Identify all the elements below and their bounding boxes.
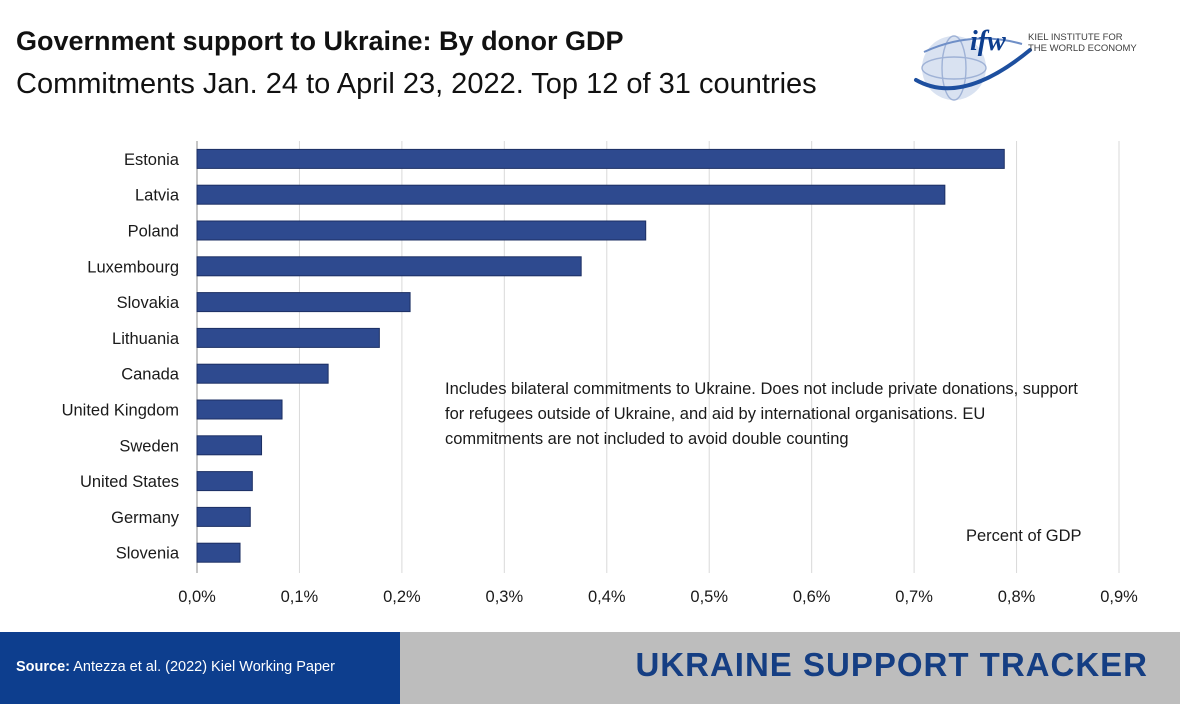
x-tick-label: 0,1% xyxy=(281,588,319,606)
x-tick-label: 0,9% xyxy=(1100,588,1138,606)
x-tick-label: 0,6% xyxy=(793,588,831,606)
bar xyxy=(196,292,411,313)
bars xyxy=(196,148,1005,563)
logo-line-1: KIEL INSTITUTE FOR xyxy=(1028,32,1123,43)
x-tick-label: 0,8% xyxy=(998,588,1036,606)
category-label: Estonia xyxy=(124,151,180,169)
globe-icon xyxy=(914,35,1032,101)
bar xyxy=(196,184,946,205)
bar xyxy=(196,399,283,420)
unit-label: Percent of GDP xyxy=(966,527,1082,545)
methodology-note: Includes bilateral commitments to Ukrain… xyxy=(445,380,1078,448)
bar xyxy=(196,506,251,527)
bar xyxy=(196,220,647,241)
x-tick-labels: 0,0% 0,1% 0,2% 0,3% 0,4% 0,5% 0,6% 0,7% 0,8% 0,9% xyxy=(178,588,1138,606)
logo-line-2: THE WORLD ECONOMY xyxy=(1028,43,1137,54)
category-label: Lithuania xyxy=(112,330,180,348)
x-tick-label: 0,2% xyxy=(383,588,421,606)
category-labels: Estonia Latvia Poland Luxembourg Slovakia Lit… xyxy=(62,151,180,563)
tracker-brand: UKRAINE SUPPORT TRACKER xyxy=(635,646,1148,683)
category-label: Germany xyxy=(111,509,180,527)
logo-mark: ifw xyxy=(970,26,1006,57)
x-tick-label: 0,7% xyxy=(895,588,933,606)
category-label: Luxembourg xyxy=(87,258,179,276)
bar-chart: Estonia Latvia Poland Luxembourg Slovakia Lit… xyxy=(62,141,1138,606)
category-label: Slovakia xyxy=(117,294,180,312)
bar xyxy=(196,327,380,348)
x-tick-label: 0,3% xyxy=(486,588,524,606)
x-tick-label: 0,4% xyxy=(588,588,626,606)
gridlines xyxy=(196,141,1120,573)
bar xyxy=(196,471,253,492)
category-label: Sweden xyxy=(119,437,179,455)
bar xyxy=(196,435,263,456)
bar xyxy=(196,148,1005,169)
category-label: Poland xyxy=(128,223,179,241)
bar xyxy=(196,363,329,384)
category-label: Latvia xyxy=(135,187,180,205)
bar xyxy=(196,256,582,277)
category-label: Canada xyxy=(121,366,180,384)
category-label: United States xyxy=(80,473,179,491)
source-label: Source: xyxy=(16,659,70,675)
category-label: Slovenia xyxy=(116,545,180,563)
category-label: United Kingdom xyxy=(62,402,179,420)
x-tick-label: 0,5% xyxy=(690,588,728,606)
source-citation: Antezza et al. (2022) Kiel Working Paper xyxy=(73,659,335,675)
source-text: Source: Antezza et al. (2022) Kiel Worki… xyxy=(16,659,335,675)
footer-source-panel xyxy=(0,632,400,704)
x-tick-label: 0,0% xyxy=(178,588,216,606)
chart-subtitle: Commitments Jan. 24 to April 23, 2022. T… xyxy=(16,68,817,100)
ifw-logo: ifw KIEL INSTITUTE FOR THE WORLD ECONOMY xyxy=(912,22,1162,102)
chart-title: Government support to Ukraine: By donor … xyxy=(16,26,624,56)
bar xyxy=(196,542,241,563)
